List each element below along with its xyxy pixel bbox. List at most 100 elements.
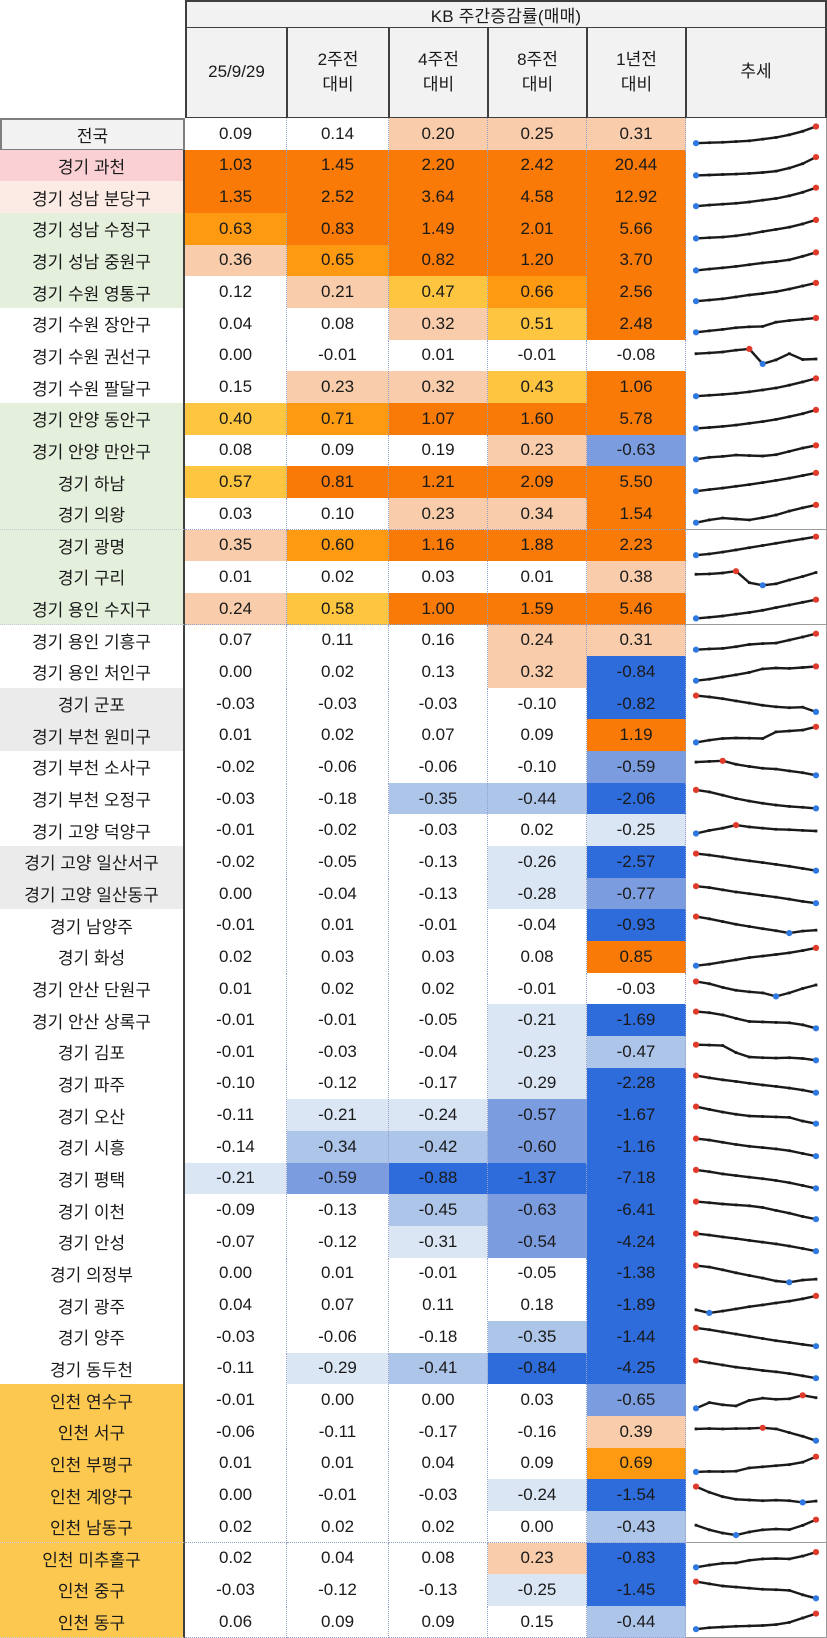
value-cell-col5[interactable]: -1.69 [587, 1004, 686, 1037]
value-cell-col3[interactable]: 0.07 [389, 719, 488, 753]
value-cell-col1[interactable]: -0.14 [185, 1131, 287, 1164]
value-cell-col2[interactable]: -0.05 [287, 846, 389, 879]
value-cell-col3[interactable]: 0.11 [389, 1289, 488, 1322]
value-cell-col4[interactable]: -0.04 [488, 909, 587, 942]
trend-cell[interactable] [686, 1131, 827, 1164]
value-cell-col1[interactable]: -0.09 [185, 1194, 287, 1227]
value-cell-col1[interactable]: 0.04 [185, 1289, 287, 1322]
value-cell-col4[interactable]: -0.01 [488, 972, 587, 1006]
value-cell-col2[interactable]: -0.34 [287, 1131, 389, 1164]
region-label[interactable]: 경기 부천 원미구 [0, 719, 185, 753]
value-cell-col2[interactable]: -0.01 [287, 1479, 389, 1512]
value-cell-col2[interactable]: 0.03 [287, 941, 389, 974]
region-label[interactable]: 경기 시흥 [0, 1131, 185, 1164]
region-label[interactable]: 경기 용인 기흥구 [0, 624, 185, 658]
value-cell-col1[interactable]: 0.09 [185, 118, 287, 151]
value-cell-col3[interactable]: -0.13 [389, 877, 488, 911]
value-cell-col4[interactable]: 0.09 [488, 1447, 587, 1481]
trend-cell[interactable] [686, 339, 827, 373]
trend-cell[interactable] [686, 1225, 827, 1259]
value-cell-col3[interactable]: 0.01 [389, 339, 488, 373]
trend-cell[interactable] [686, 181, 827, 214]
value-cell-col2[interactable]: 0.09 [287, 434, 389, 468]
value-cell-col2[interactable]: 0.23 [287, 371, 389, 404]
value-cell-col1[interactable]: 0.00 [185, 1479, 287, 1512]
region-label[interactable]: 경기 용인 수지구 [0, 592, 185, 626]
value-cell-col5[interactable]: 5.50 [587, 466, 686, 499]
trend-cell[interactable] [686, 782, 827, 816]
value-cell-col3[interactable]: -0.13 [389, 846, 488, 879]
value-cell-col2[interactable]: 0.71 [287, 402, 389, 436]
value-cell-col4[interactable]: 0.00 [488, 1510, 587, 1544]
value-cell-col5[interactable]: -0.44 [587, 1605, 686, 1638]
region-label[interactable]: 인천 계양구 [0, 1479, 185, 1512]
trend-cell[interactable] [686, 1574, 827, 1607]
trend-cell[interactable] [686, 402, 827, 436]
region-label[interactable]: 경기 안양 동안구 [0, 402, 185, 436]
value-cell-col3[interactable]: 1.16 [389, 529, 488, 563]
value-cell-col1[interactable]: -0.01 [185, 1384, 287, 1417]
region-label[interactable]: 경기 과천 [0, 149, 185, 183]
region-label[interactable]: 인천 연수구 [0, 1384, 185, 1417]
region-label[interactable]: 경기 평택 [0, 1162, 185, 1196]
value-cell-col3[interactable]: 0.16 [389, 624, 488, 658]
value-cell-col5[interactable]: -1.44 [587, 1320, 686, 1354]
value-cell-col4[interactable]: -0.60 [488, 1131, 587, 1164]
value-cell-col4[interactable]: -0.10 [488, 687, 587, 721]
region-label[interactable]: 경기 부천 오정구 [0, 782, 185, 816]
value-cell-col2[interactable]: 0.02 [287, 1510, 389, 1544]
value-cell-col3[interactable]: 0.20 [389, 118, 488, 151]
trend-cell[interactable] [686, 434, 827, 468]
value-cell-col3[interactable]: 1.49 [389, 212, 488, 246]
value-cell-col2[interactable]: 0.01 [287, 1257, 389, 1291]
value-cell-col2[interactable]: -0.06 [287, 751, 389, 784]
value-cell-col5[interactable]: -0.63 [587, 434, 686, 468]
column-header-1y[interactable]: 1년전 대비 [587, 28, 686, 118]
trend-cell[interactable] [686, 719, 827, 753]
column-header-date[interactable]: 25/9/29 [185, 28, 287, 118]
region-label[interactable]: 인천 남동구 [0, 1510, 185, 1544]
region-label[interactable]: 경기 성남 중원구 [0, 244, 185, 278]
value-cell-col4[interactable]: -0.28 [488, 877, 587, 911]
region-label[interactable]: 경기 화성 [0, 941, 185, 974]
value-cell-col5[interactable]: -0.83 [587, 1542, 686, 1576]
value-cell-col3[interactable]: -0.18 [389, 1320, 488, 1354]
value-cell-col5[interactable]: -1.45 [587, 1574, 686, 1607]
value-cell-col1[interactable]: 0.63 [185, 212, 287, 246]
value-cell-col4[interactable]: 2.01 [488, 212, 587, 246]
region-label[interactable]: 경기 수원 팔달구 [0, 371, 185, 404]
value-cell-col5[interactable]: -0.43 [587, 1510, 686, 1544]
value-cell-col4[interactable]: 0.08 [488, 941, 587, 974]
value-cell-col4[interactable]: -0.10 [488, 751, 587, 784]
value-cell-col3[interactable]: 0.02 [389, 1510, 488, 1544]
region-label[interactable]: 경기 구리 [0, 561, 185, 594]
trend-cell[interactable] [686, 1320, 827, 1354]
value-cell-col1[interactable]: -0.01 [185, 814, 287, 848]
trend-cell[interactable] [686, 212, 827, 246]
value-cell-col3[interactable]: 1.07 [389, 402, 488, 436]
value-cell-col1[interactable]: 0.57 [185, 466, 287, 499]
value-cell-col2[interactable]: -0.29 [287, 1352, 389, 1386]
value-cell-col5[interactable]: 2.56 [587, 276, 686, 309]
region-label[interactable]: 경기 의정부 [0, 1257, 185, 1291]
value-cell-col5[interactable]: -1.67 [587, 1099, 686, 1132]
value-cell-col3[interactable]: 0.32 [389, 371, 488, 404]
value-cell-col3[interactable]: -0.03 [389, 687, 488, 721]
value-cell-col1[interactable]: 0.15 [185, 371, 287, 404]
column-header-trend[interactable]: 추세 [686, 28, 827, 118]
value-cell-col2[interactable]: 0.04 [287, 1542, 389, 1576]
value-cell-col1[interactable]: 0.12 [185, 276, 287, 309]
value-cell-col1[interactable]: -0.10 [185, 1067, 287, 1101]
value-cell-col1[interactable]: -0.07 [185, 1225, 287, 1259]
value-cell-col1[interactable]: 0.07 [185, 624, 287, 658]
region-label[interactable]: 경기 수원 영통구 [0, 276, 185, 309]
value-cell-col2[interactable]: 0.60 [287, 529, 389, 563]
value-cell-col1[interactable]: 0.01 [185, 1447, 287, 1481]
value-cell-col4[interactable]: -0.25 [488, 1574, 587, 1607]
value-cell-col4[interactable]: 0.66 [488, 276, 587, 309]
value-cell-col4[interactable]: 0.43 [488, 371, 587, 404]
value-cell-col2[interactable]: -0.59 [287, 1162, 389, 1196]
value-cell-col1[interactable]: 0.04 [185, 307, 287, 341]
value-cell-col5[interactable]: -0.65 [587, 1384, 686, 1417]
trend-cell[interactable] [686, 276, 827, 309]
